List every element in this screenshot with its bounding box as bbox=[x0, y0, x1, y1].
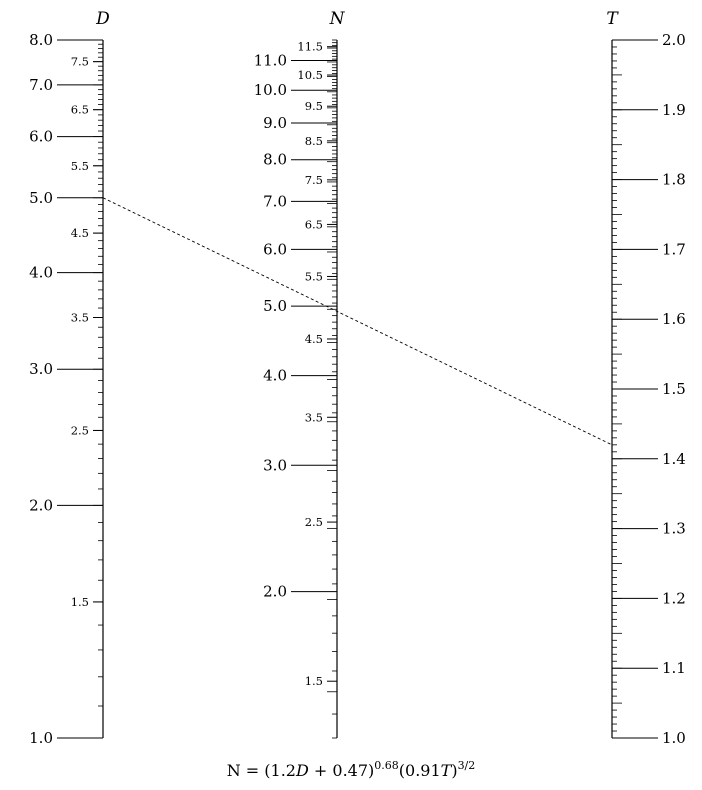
scale-n-label: 7.0 bbox=[263, 192, 287, 210]
scale-d-label: 1.0 bbox=[29, 729, 53, 747]
scale-t-label: 1.7 bbox=[662, 240, 686, 258]
scale-n-label: 8.0 bbox=[263, 151, 287, 169]
scale-n-label: 2.5 bbox=[305, 515, 323, 529]
scale-n-label: 5.5 bbox=[305, 269, 323, 283]
scale-d-label: 7.0 bbox=[29, 76, 53, 94]
scale-t-label: 1.0 bbox=[662, 729, 686, 747]
scale-n-label: 4.5 bbox=[305, 332, 323, 346]
scale-d-label: 6.5 bbox=[71, 103, 89, 117]
scale-d-label: 3.5 bbox=[71, 310, 89, 324]
scale-n-label: 3.5 bbox=[305, 410, 323, 424]
scale-t-label: 1.3 bbox=[662, 520, 686, 538]
scale-n-label: 6.5 bbox=[305, 217, 323, 231]
isopleth-line bbox=[102, 197, 613, 446]
formula: N = (1.2D + 0.47)0.68(0.91T)3/2 bbox=[227, 759, 476, 780]
scale-n-label: 6.0 bbox=[263, 240, 287, 258]
scale-d-label: 8.0 bbox=[29, 31, 53, 49]
scale-d-label: 5.0 bbox=[29, 189, 53, 207]
scale-t-title: T bbox=[606, 9, 619, 29]
scale-d-label: 5.5 bbox=[71, 159, 89, 173]
scale-d-title: D bbox=[95, 9, 110, 29]
scale-n-label: 4.0 bbox=[263, 367, 287, 385]
scale-d-label: 7.5 bbox=[71, 55, 89, 69]
scale-n-label: 10.0 bbox=[254, 81, 287, 99]
scale-n-label: 1.5 bbox=[305, 674, 323, 688]
scale-d-label: 6.0 bbox=[29, 128, 53, 146]
scale-t-label: 1.9 bbox=[662, 101, 686, 119]
scale-n-label: 2.0 bbox=[263, 583, 287, 601]
scale-t-label: 1.6 bbox=[662, 310, 686, 328]
scale-d-label: 1.5 bbox=[71, 595, 89, 609]
scale-n: N 1.5 2.0 2.5 3.0 3.5 4.0 4.5 5.0 5.5 6.0 6.5 7.0 7.5… bbox=[254, 9, 346, 739]
scale-n-label: 8.5 bbox=[305, 134, 323, 148]
scale-d-label: 2.0 bbox=[29, 496, 53, 514]
scale-d-label: 3.0 bbox=[29, 360, 53, 378]
scale-n-label: 11.0 bbox=[254, 52, 287, 70]
scale-d-label: 4.0 bbox=[29, 264, 53, 282]
scale-t-label: 1.2 bbox=[662, 589, 686, 607]
scale-d-label: 4.5 bbox=[71, 226, 89, 240]
scale-n-label: 5.0 bbox=[263, 297, 287, 315]
scale-t-label: 1.4 bbox=[662, 450, 686, 468]
scale-t-label: 1.1 bbox=[662, 659, 686, 677]
scale-n-label: 9.5 bbox=[305, 99, 323, 113]
nomogram-axes: D 1.0 1.5 2.0 2.5 3.0 3.5 4.0 4.5 5.0 5.5 6.0 6.5 7.0… bbox=[29, 9, 686, 747]
scale-d-label: 2.5 bbox=[71, 423, 89, 437]
scale-n-label: 3.0 bbox=[263, 456, 287, 474]
scale-t-label: 2.0 bbox=[662, 31, 686, 49]
scale-n-label: 9.0 bbox=[263, 114, 287, 132]
scale-n-title: N bbox=[329, 9, 346, 29]
scale-t-label: 1.8 bbox=[662, 171, 686, 189]
scale-n-label: 11.5 bbox=[297, 40, 323, 54]
scale-n-label: 10.5 bbox=[297, 68, 323, 82]
scale-d: D 1.0 1.5 2.0 2.5 3.0 3.5 4.0 4.5 5.0 5.5 6.0 6.5 7.0… bbox=[29, 9, 110, 747]
scale-t-label: 1.5 bbox=[662, 380, 686, 398]
scale-n-label: 7.5 bbox=[305, 173, 323, 187]
scale-t: T 1.0 1.1 1.2 1.3 1.4 1.5 1.6 1.7 1.8 1.9 2.0 bbox=[606, 9, 686, 747]
